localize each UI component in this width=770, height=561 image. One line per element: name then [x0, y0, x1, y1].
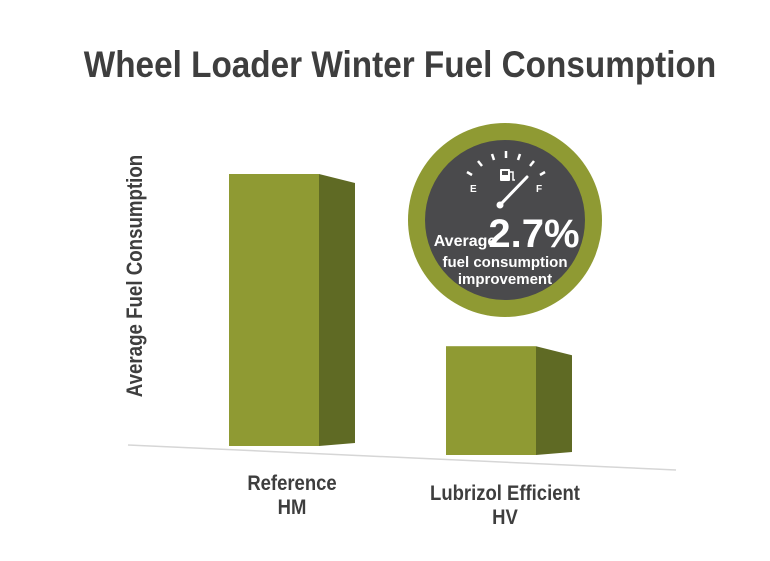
gauge-empty-label: E: [470, 184, 477, 195]
baseline: [127, 444, 677, 471]
category-label-line2: HM: [277, 496, 307, 519]
category-label-reference: Reference HM: [222, 472, 363, 520]
badge-disc: [425, 140, 585, 300]
annotation-line3: improvement: [458, 271, 552, 288]
fuel-gauge-icon: E F: [466, 151, 546, 209]
bar-1: [446, 346, 536, 455]
category-label-line2: HV: [492, 506, 518, 529]
bar-0: [229, 174, 319, 446]
category-label-lubrizol: Lubrizol Efficient HV: [426, 482, 584, 530]
chart-title: Wheel Loader Winter Fuel Consumption: [83, 44, 717, 85]
category-label-line1: Reference: [247, 472, 337, 495]
bar-side-1: [536, 346, 572, 455]
annotation-prefix: Average: [434, 233, 497, 250]
annotation-value: 2.7%: [488, 212, 579, 256]
annotation-line2: fuel consumption: [443, 254, 568, 271]
gauge-full-label: F: [536, 184, 542, 195]
improvement-badge: E F Average 2.7% fuel consumption improv…: [408, 123, 602, 317]
bar-side-0: [319, 174, 355, 446]
bars-group: [229, 174, 572, 455]
category-label-line1: Lubrizol Efficient: [430, 482, 580, 505]
